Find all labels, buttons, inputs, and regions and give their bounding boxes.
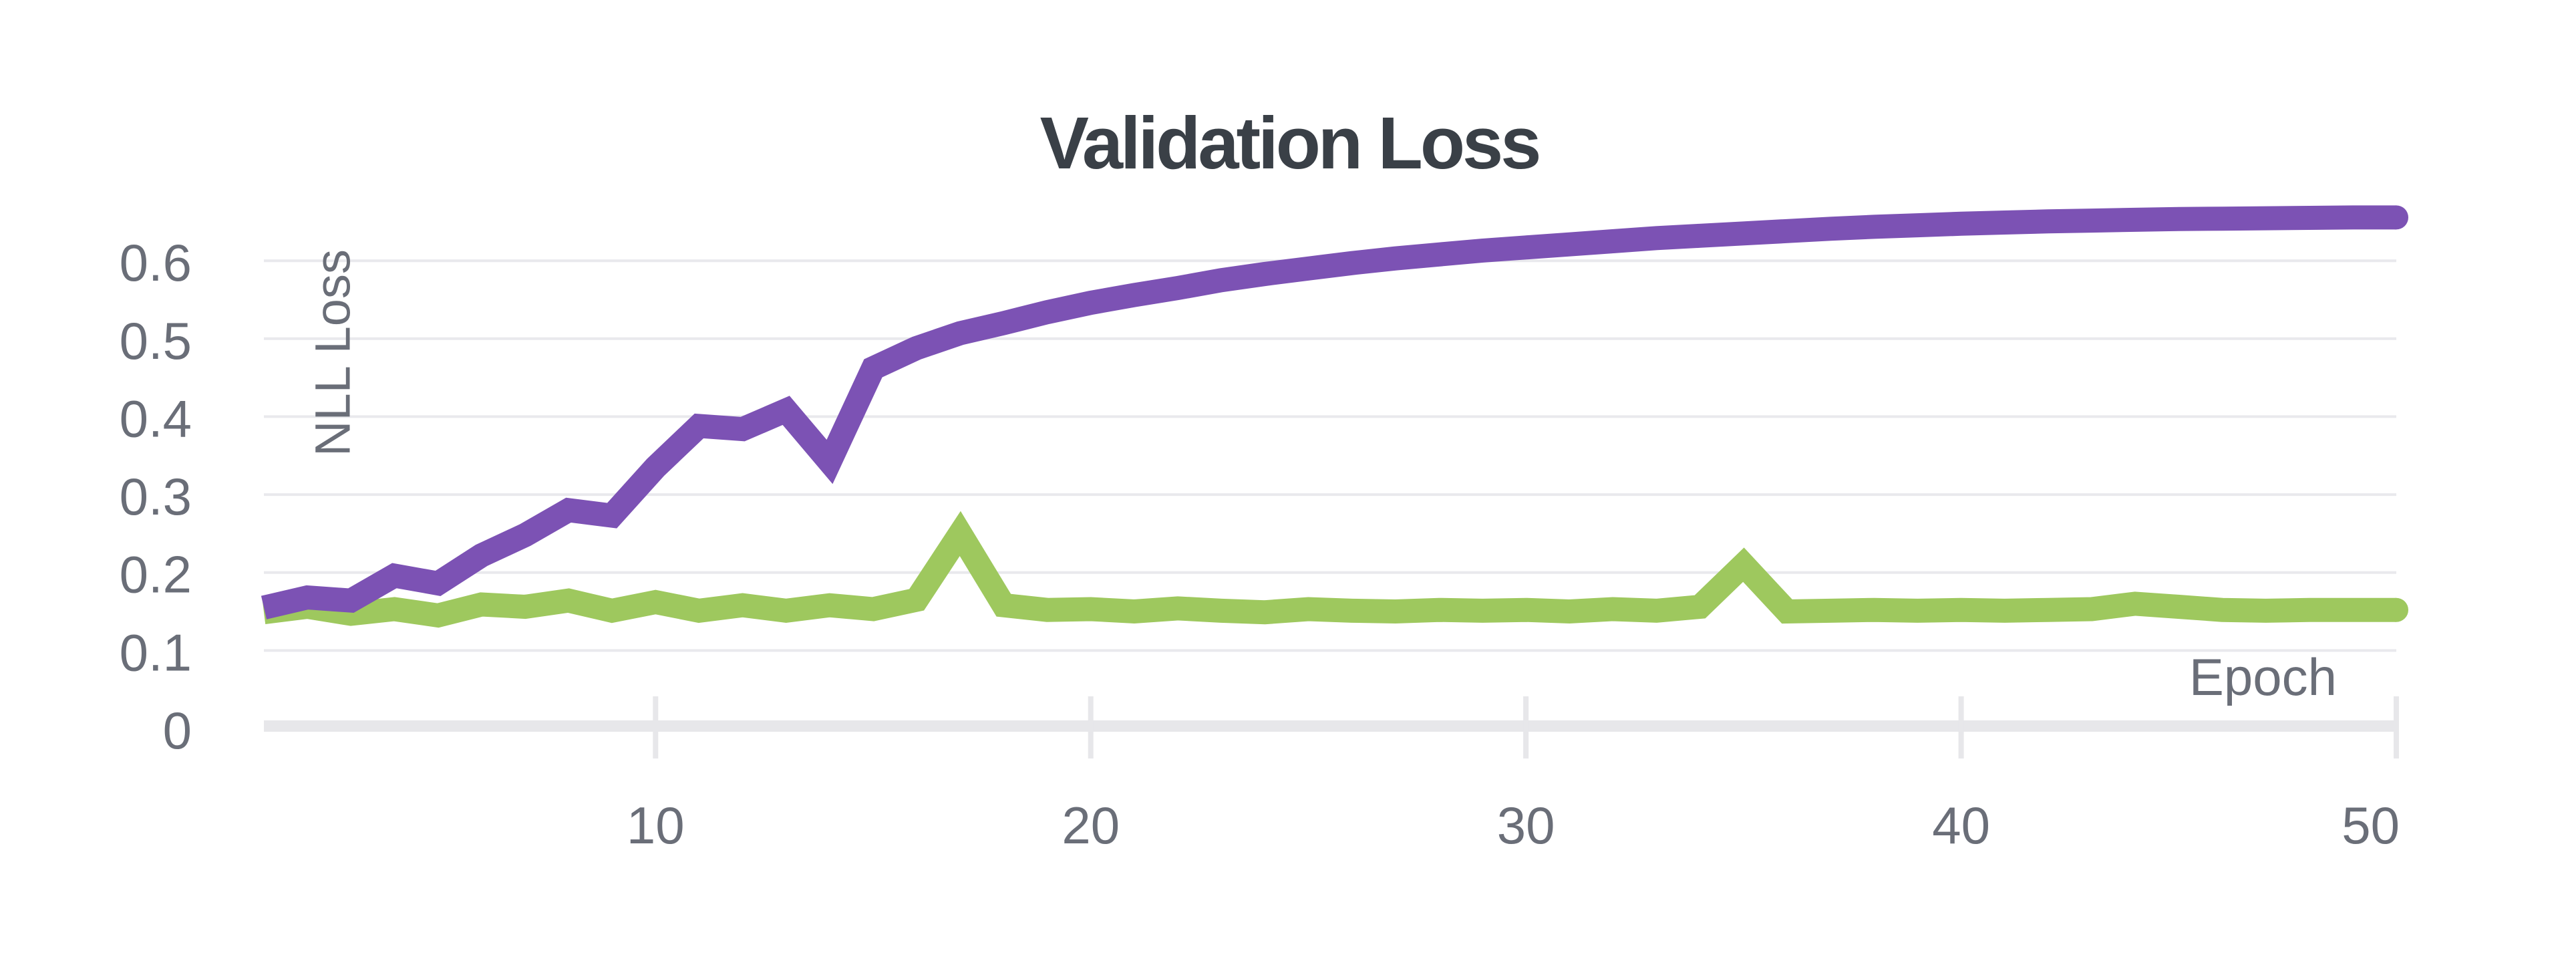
x-tick-label: 40 [1932,796,1990,855]
x-tick-label: 50 [2342,796,2400,855]
series-green-line [262,511,2396,628]
series-purple-line [261,205,2396,619]
y-tick-label: 0.1 [120,623,192,682]
y-tick-label: 0.4 [120,389,192,448]
x-tick-label: 20 [1062,796,1120,855]
tick-labels-layer: 0 0.1 0.2 0.3 0.4 0.5 0.6 10 20 30 40 50 [120,233,2400,855]
chart-title: Validation Loss [1040,102,1539,184]
y-tick-label: 0.6 [120,233,192,292]
x-axis-label: Epoch [2189,648,2337,706]
axis-layer [264,696,2399,758]
x-tick-label: 10 [627,796,685,855]
y-tick-label: 0 [163,701,192,760]
purple-line-endcap [2384,205,2408,230]
series-layer [261,205,2408,628]
y-tick-label: 0.5 [120,311,192,370]
green-line-endcap [2384,597,2408,622]
x-tick-label: 30 [1497,796,1555,855]
y-tick-label: 0.2 [120,545,192,604]
y-axis-label: NLL Loss [305,249,361,456]
y-tick-label: 0.3 [120,467,192,526]
